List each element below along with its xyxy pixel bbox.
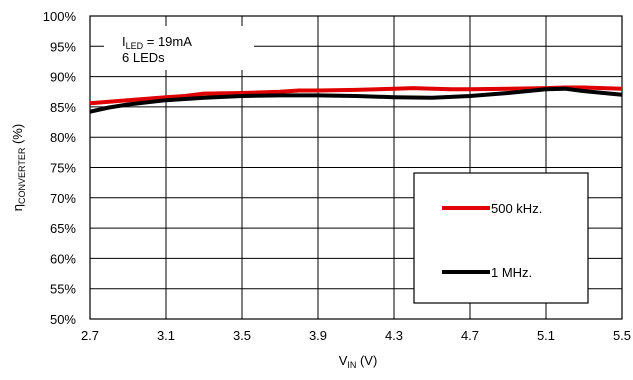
x-axis-label: VIN (V)	[339, 353, 378, 370]
y-tick-labels: 50% 55% 60% 65% 70% 75% 80% 85% 90% 95% 100%	[43, 9, 77, 327]
annotation-led-count: 6 LEDs	[122, 50, 165, 65]
x-tick-label: 4.3	[385, 328, 403, 343]
y-tick-label: 95%	[50, 39, 76, 54]
x-tick-label: 4.7	[461, 328, 479, 343]
y-tick-label: 65%	[50, 221, 76, 236]
y-tick-label: 55%	[50, 282, 76, 297]
x-tick-label: 3.9	[309, 328, 327, 343]
y-tick-label: 85%	[50, 100, 76, 115]
x-tick-label: 5.1	[537, 328, 555, 343]
x-tick-label: 2.7	[81, 328, 99, 343]
y-tick-label: 100%	[43, 9, 77, 24]
y-tick-label: 50%	[50, 312, 76, 327]
x-tick-label: 3.1	[157, 328, 175, 343]
legend: 500 kHz. 1 MHz.	[413, 172, 589, 304]
legend-box	[413, 172, 589, 304]
y-tick-label: 75%	[50, 161, 76, 176]
plot-frame	[89, 15, 623, 320]
series-lines	[89, 85, 623, 114]
y-tick-label: 80%	[50, 130, 76, 145]
annotation-background	[104, 26, 254, 70]
series-line-1	[89, 86, 623, 114]
x-tick-label: 3.5	[233, 328, 251, 343]
y-tick-label: 70%	[50, 191, 76, 206]
x-tick-label: 5.5	[613, 328, 631, 343]
y-tick-label: 60%	[50, 251, 76, 266]
x-tick-labels: 2.7 3.1 3.5 3.9 4.3 4.7 5.1 5.5	[81, 328, 631, 343]
legend-label-500khz: 500 kHz.	[491, 201, 542, 216]
y-tick-label: 90%	[50, 70, 76, 85]
annotation-led-current: ILED = 19mA	[122, 34, 192, 51]
legend-label-1mhz: 1 MHz.	[491, 265, 532, 280]
y-axis-label: ηCONVERTER (%)	[10, 124, 27, 211]
